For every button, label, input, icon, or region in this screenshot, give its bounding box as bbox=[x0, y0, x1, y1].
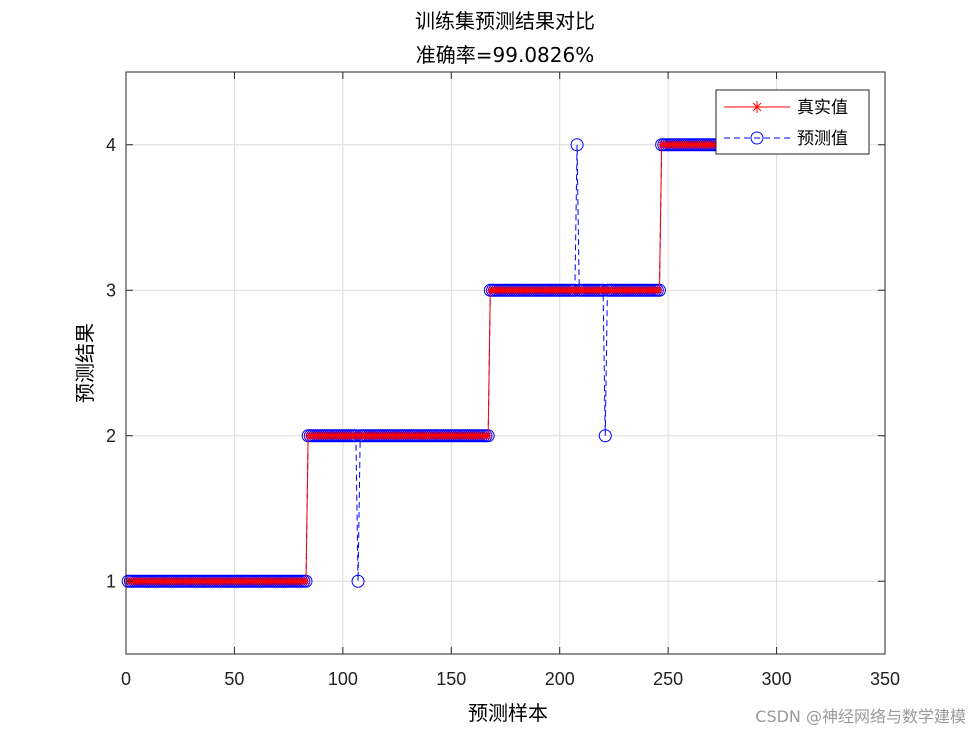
legend-label-predicted: 预测值 bbox=[797, 129, 848, 149]
y-tick-label: 3 bbox=[106, 280, 116, 300]
axis-ticks: 0 50 100 150 200 250 300 350 1 2 3 4 bbox=[106, 72, 900, 689]
x-tick-label: 0 bbox=[121, 669, 131, 689]
legend-label-true: 真实值 bbox=[797, 98, 848, 118]
y-tick-label: 2 bbox=[106, 426, 116, 446]
y-axis-label: 预测结果 bbox=[73, 323, 97, 403]
true-point bbox=[484, 431, 493, 440]
plot-area-frame bbox=[125, 71, 886, 655]
circle-icon bbox=[750, 131, 764, 145]
predicted-point bbox=[598, 429, 612, 443]
x-tick-label: 300 bbox=[762, 669, 792, 689]
x-tick-label: 150 bbox=[436, 669, 466, 689]
chart-title: 训练集预测结果对比 bbox=[415, 9, 595, 33]
chart-subtitle: 准确率=99.0826% bbox=[416, 43, 594, 67]
x-tick-label: 350 bbox=[870, 669, 900, 689]
legend-box bbox=[715, 89, 870, 155]
true-point bbox=[655, 286, 664, 295]
x-axis-label: 预测样本 bbox=[468, 701, 548, 725]
x-tick-label: 200 bbox=[545, 669, 575, 689]
y-tick-label: 4 bbox=[106, 135, 116, 155]
true-point bbox=[301, 577, 310, 586]
x-tick-label: 100 bbox=[328, 669, 358, 689]
predicted-point bbox=[570, 138, 584, 152]
predicted-point bbox=[351, 574, 365, 588]
y-tick-label: 1 bbox=[106, 571, 116, 591]
watermark: CSDN @神经网络与数学建模 bbox=[755, 707, 966, 726]
legend-item-true: 真实值 bbox=[724, 98, 848, 118]
x-tick-label: 50 bbox=[224, 669, 244, 689]
legend-item-predicted: 预测值 bbox=[724, 129, 848, 149]
x-tick-label: 250 bbox=[653, 669, 683, 689]
asterisk-icon bbox=[751, 101, 763, 113]
legend: 真实值 预测值 bbox=[715, 89, 870, 155]
